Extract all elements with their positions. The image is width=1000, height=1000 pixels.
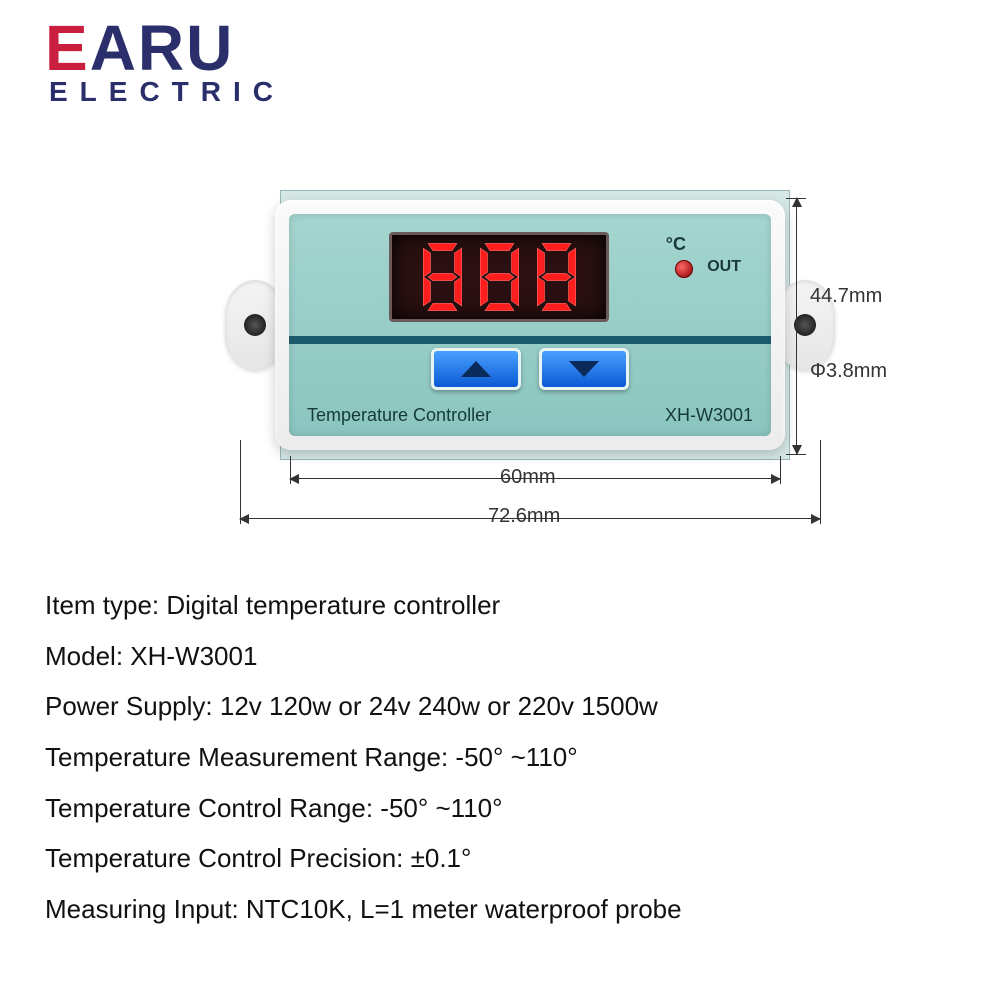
logo-wordmark: EARU xyxy=(45,20,285,78)
spec-item: Measuring Input: NTC10K, L=1 meter water… xyxy=(45,884,955,935)
out-label: OUT xyxy=(707,258,741,276)
button-row xyxy=(289,348,771,390)
arrow-down-icon xyxy=(567,359,601,379)
dim-tick xyxy=(780,456,781,484)
logo-subtitle: ELECTRIC xyxy=(49,76,285,108)
device-body: °C OUT Temperature Controller XH-W3001 xyxy=(275,200,785,450)
product-diagram: °C OUT Temperature Controller XH-W3001 xyxy=(80,160,880,560)
arrow-up-icon xyxy=(459,359,493,379)
down-button[interactable] xyxy=(539,348,629,390)
spec-item: Model: XH-W3001 xyxy=(45,631,955,682)
spec-item: Item type: Digital temperature controlle… xyxy=(45,580,955,631)
seven-seg-digit xyxy=(472,241,527,313)
panel-stripe xyxy=(289,336,771,344)
lcd-display xyxy=(389,232,609,322)
dim-tick xyxy=(786,198,806,199)
mount-hole-left xyxy=(244,314,266,336)
mount-hole-right xyxy=(794,314,816,336)
spec-item: Power Supply: 12v 120w or 24v 240w or 22… xyxy=(45,681,955,732)
panel-title: Temperature Controller xyxy=(307,405,491,426)
device: °C OUT Temperature Controller XH-W3001 xyxy=(235,200,825,450)
dim-label-outer-width: 72.6mm xyxy=(488,505,560,528)
dim-label-inner-width: 60mm xyxy=(500,466,556,489)
dim-tick xyxy=(786,454,806,455)
seven-seg-digit xyxy=(529,241,584,313)
dim-tick xyxy=(290,456,291,484)
out-led-icon xyxy=(675,260,693,278)
spec-item: Temperature Control Precision: ±0.1° xyxy=(45,833,955,884)
seven-seg-digit xyxy=(415,241,470,313)
spec-item: Temperature Control Range: -50° ~110° xyxy=(45,783,955,834)
spec-list: Item type: Digital temperature controlle… xyxy=(45,580,955,935)
dim-label-hole: Φ3.8mm xyxy=(810,360,887,383)
up-button[interactable] xyxy=(431,348,521,390)
dim-tick xyxy=(240,440,241,524)
unit-label: °C xyxy=(666,234,686,255)
dim-label-height: 44.7mm xyxy=(810,285,882,308)
dim-tick xyxy=(820,440,821,524)
dim-line-height xyxy=(796,198,797,454)
brand-logo: EARU ELECTRIC xyxy=(45,20,285,108)
logo-letter-e: E xyxy=(45,12,90,84)
spec-item: Temperature Measurement Range: -50° ~110… xyxy=(45,732,955,783)
device-panel: °C OUT Temperature Controller XH-W3001 xyxy=(289,214,771,436)
panel-model: XH-W3001 xyxy=(665,405,753,426)
logo-letters-aru: ARU xyxy=(90,12,235,84)
